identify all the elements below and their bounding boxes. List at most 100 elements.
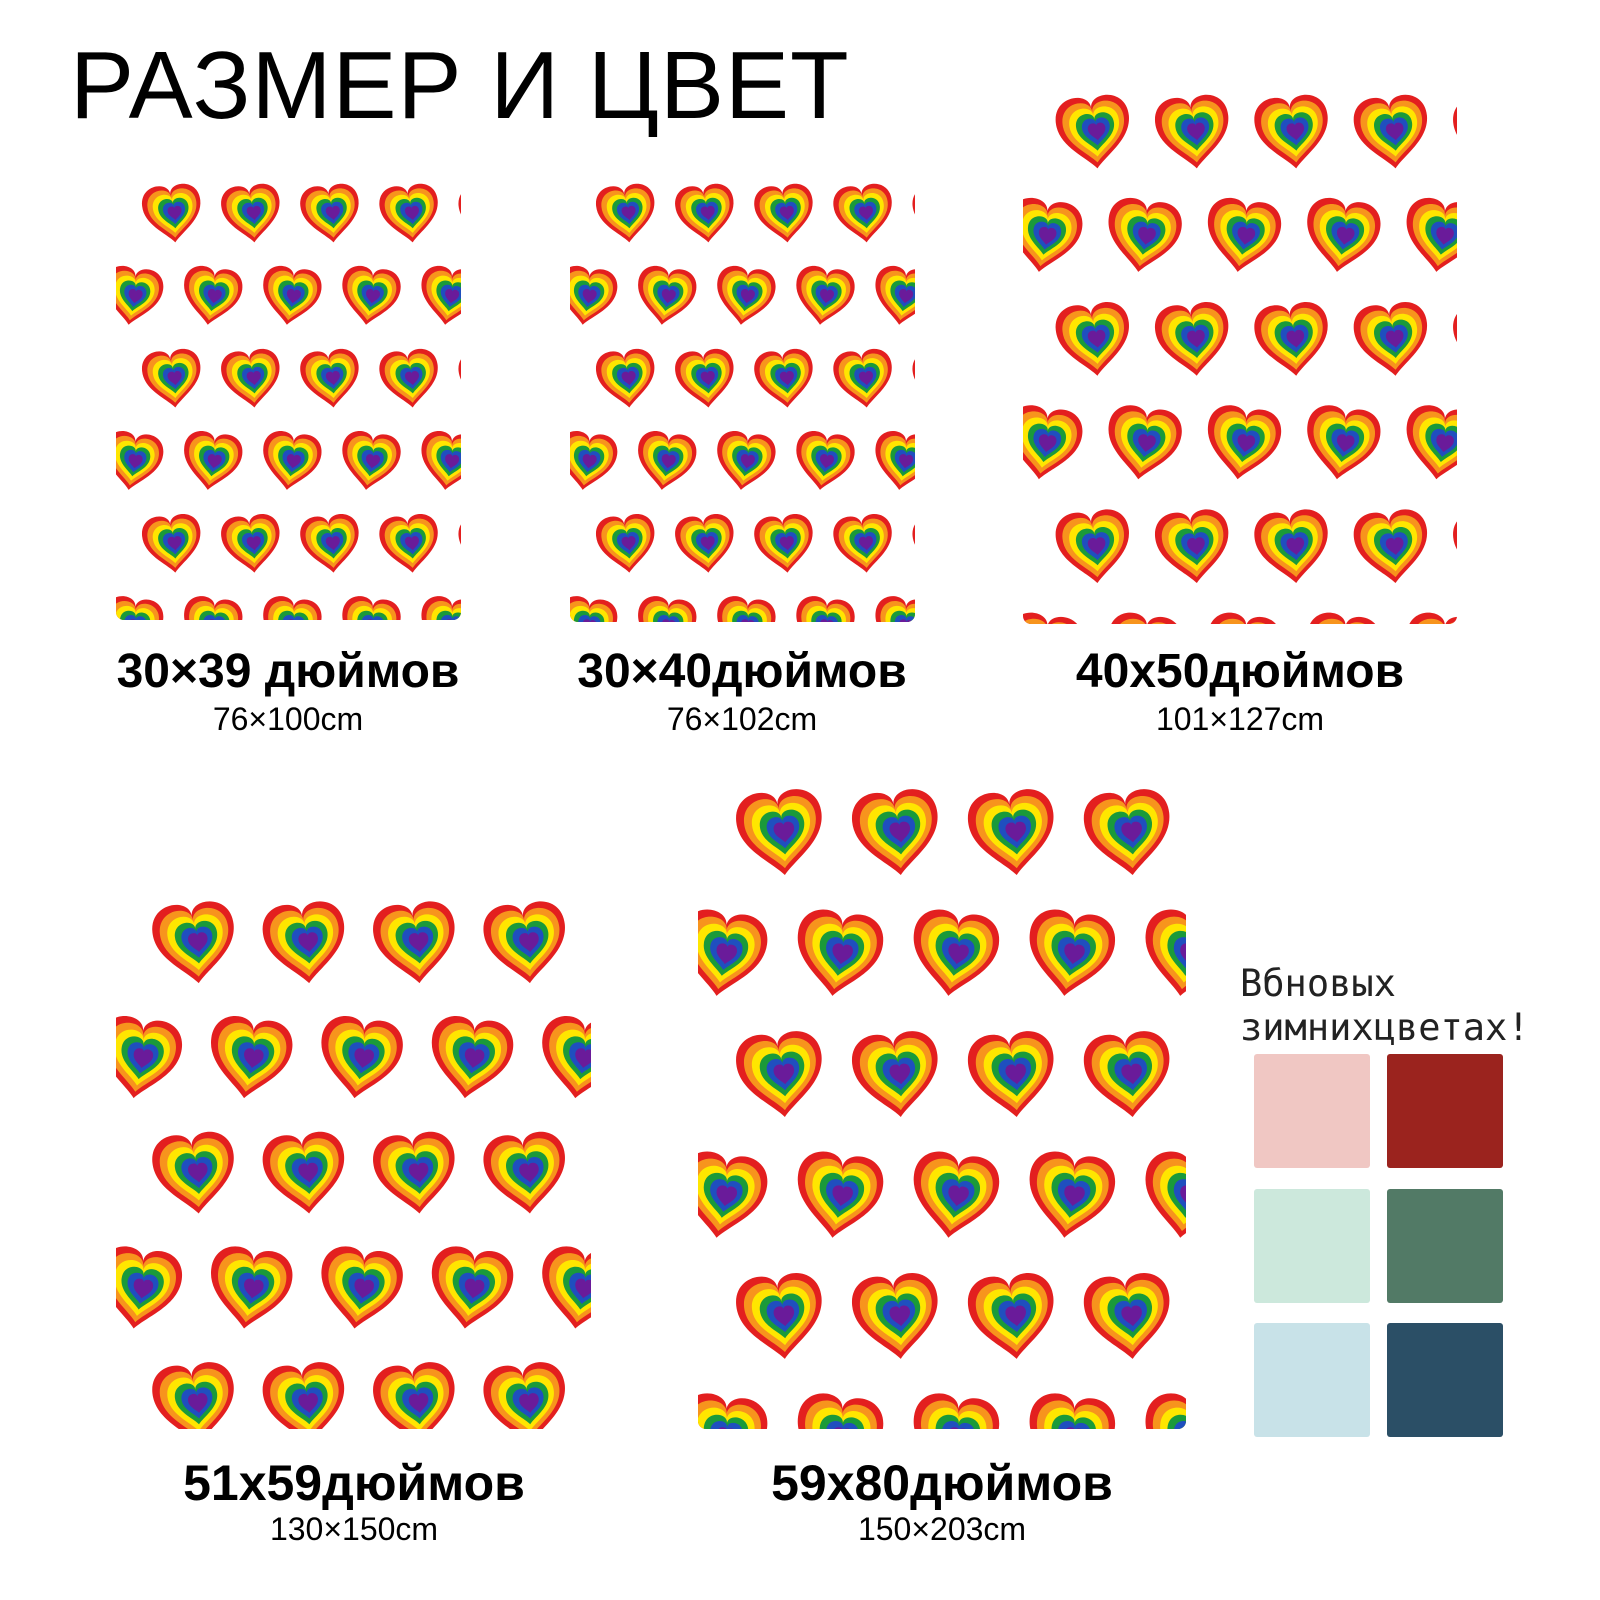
size-label-30x40: 30×40дюймов <box>577 645 907 698</box>
rainbow-heart-icon <box>321 1246 403 1329</box>
rainbow-heart-icon <box>1155 302 1229 376</box>
rainbow-heart-icon <box>1029 1393 1115 1429</box>
blanket-image-59x80 <box>698 772 1186 1429</box>
rainbow-heart-icon <box>1023 612 1083 624</box>
rainbow-heart-icon <box>570 431 618 490</box>
color-swatch-sage-green[interactable] <box>1387 1189 1503 1303</box>
rainbow-heart-icon <box>542 1246 591 1329</box>
rainbow-heart-icon <box>797 909 883 996</box>
rainbow-heart-icon <box>1254 94 1328 169</box>
rainbow-heart-icon <box>142 514 201 573</box>
rainbow-heart-icon <box>1307 405 1381 480</box>
rainbow-heart-icon <box>211 1015 293 1099</box>
rainbow-heart-icon <box>342 596 401 620</box>
rainbow-heart-icon <box>1353 302 1427 376</box>
rainbow-heart-icon <box>262 901 344 984</box>
rainbow-heart-icon <box>262 1362 344 1429</box>
color-swatch-light-pink[interactable] <box>1254 1054 1370 1168</box>
rainbow-heart-icon <box>1353 94 1427 169</box>
rainbow-heart-icon <box>1145 1393 1186 1429</box>
color-swatch-navy[interactable] <box>1387 1323 1503 1437</box>
cm-label-150x203: 150×203cm <box>857 1511 1027 1547</box>
rainbow-heart-icon <box>421 266 461 325</box>
rainbow-heart-icon <box>458 183 461 243</box>
rainbow-heart-icon <box>300 348 359 408</box>
rainbow-heart-icon <box>797 1393 883 1429</box>
rainbow-heart-pattern <box>1023 94 1457 624</box>
rainbow-heart-icon <box>1055 302 1129 376</box>
rainbow-heart-icon <box>754 348 813 408</box>
rainbow-heart-icon <box>458 348 461 408</box>
rainbow-heart-icon <box>1307 197 1381 272</box>
rainbow-heart-pattern <box>698 789 1186 1429</box>
rainbow-heart-icon <box>300 514 359 573</box>
rainbow-heart-icon <box>852 1273 938 1359</box>
rainbow-heart-icon <box>1029 909 1115 996</box>
rainbow-heart-icon <box>421 431 461 490</box>
rainbow-heart-pattern <box>116 183 461 620</box>
size-label-51x59: 51x59дюймов <box>183 1455 525 1511</box>
rainbow-heart-icon <box>373 901 455 984</box>
rainbow-heart-icon <box>1208 197 1281 272</box>
rainbow-heart-icon <box>116 1246 182 1329</box>
rainbow-heart-icon <box>912 348 915 408</box>
rainbow-heart-icon <box>116 596 164 620</box>
rainbow-heart-icon <box>342 431 401 490</box>
color-swatch-light-blue[interactable] <box>1254 1323 1370 1437</box>
rainbow-heart-pattern <box>570 183 915 622</box>
rainbow-heart-icon <box>116 1015 182 1099</box>
rainbow-heart-icon <box>913 909 999 996</box>
rainbow-heart-icon <box>1254 509 1328 584</box>
rainbow-heart-icon <box>483 901 565 984</box>
rainbow-heart-icon <box>736 789 822 876</box>
color-swatch-mint[interactable] <box>1254 1189 1370 1303</box>
rainbow-heart-icon <box>638 266 697 325</box>
rainbow-heart-icon <box>1108 405 1182 480</box>
rainbow-heart-icon <box>1406 612 1457 624</box>
rainbow-heart-icon <box>1406 197 1457 272</box>
rainbow-heart-icon <box>698 1151 768 1238</box>
rainbow-heart-icon <box>184 266 243 325</box>
rainbow-heart-icon <box>638 431 697 490</box>
rainbow-heart-icon <box>675 514 734 573</box>
rainbow-heart-icon <box>142 183 201 243</box>
rainbow-heart-icon <box>875 596 915 622</box>
rainbow-heart-icon <box>483 1362 565 1429</box>
blanket-image-30x40 <box>570 172 915 622</box>
rainbow-heart-icon <box>1108 612 1182 624</box>
rainbow-heart-icon <box>1023 405 1083 480</box>
rainbow-heart-icon <box>483 1131 565 1214</box>
rainbow-heart-icon <box>1023 197 1083 272</box>
rainbow-heart-icon <box>458 514 461 573</box>
rainbow-heart-icon <box>675 183 734 243</box>
rainbow-heart-icon <box>968 1031 1054 1117</box>
rainbow-heart-icon <box>1108 197 1182 272</box>
rainbow-heart-icon <box>596 514 655 573</box>
rainbow-heart-icon <box>596 348 655 408</box>
rainbow-heart-icon <box>221 514 280 573</box>
rainbow-heart-icon <box>373 1131 455 1214</box>
rainbow-heart-icon <box>379 514 438 573</box>
rainbow-heart-icon <box>1353 509 1427 584</box>
rainbow-heart-icon <box>262 1131 344 1214</box>
rainbow-heart-icon <box>1453 509 1457 584</box>
rainbow-heart-icon <box>717 596 776 622</box>
rainbow-heart-icon <box>142 348 201 408</box>
rainbow-heart-icon <box>698 1393 768 1429</box>
new-colors-line-1: Вбновых <box>1240 962 1396 1005</box>
size-label-40x50: 40x50дюймов <box>1075 645 1405 698</box>
rainbow-heart-icon <box>542 1015 591 1099</box>
rainbow-heart-icon <box>184 431 243 490</box>
blanket-image-30x39 <box>116 172 461 620</box>
rainbow-heart-icon <box>1145 1151 1186 1238</box>
rainbow-heart-pattern <box>116 901 591 1429</box>
rainbow-heart-icon <box>698 909 768 996</box>
rainbow-heart-icon <box>797 1151 883 1238</box>
color-swatch-dark-red[interactable] <box>1387 1054 1503 1168</box>
rainbow-heart-icon <box>1453 302 1457 376</box>
rainbow-heart-icon <box>913 1393 999 1429</box>
rainbow-heart-icon <box>570 266 618 325</box>
rainbow-heart-icon <box>263 431 322 490</box>
rainbow-heart-icon <box>754 183 813 243</box>
rainbow-heart-icon <box>570 596 618 622</box>
